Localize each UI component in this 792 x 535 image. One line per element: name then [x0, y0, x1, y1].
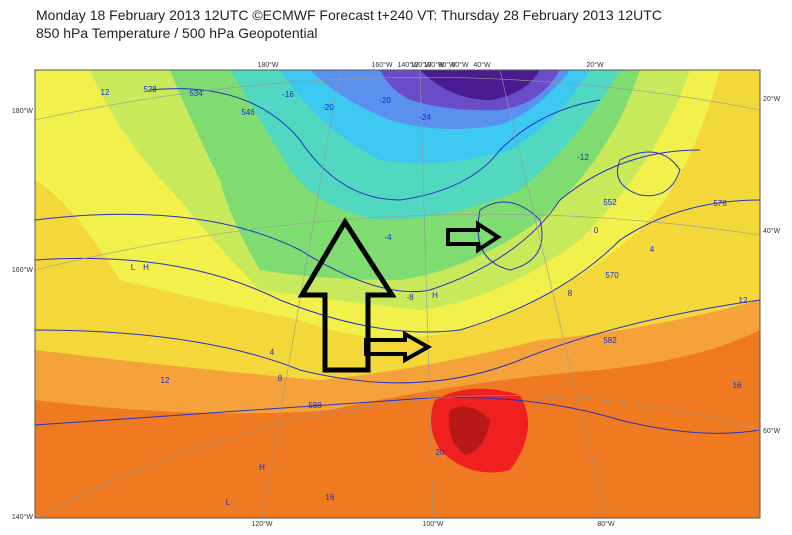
title: Monday 18 February 2013 12UTC ©ECMWF For…	[36, 7, 662, 23]
contour-label: 12	[101, 88, 110, 97]
contour-label: -8	[406, 293, 414, 302]
contour-label: 20	[436, 448, 445, 457]
left-label: 160°W	[12, 266, 33, 274]
left-label: 180°W	[12, 107, 33, 115]
top-label: 100°W	[423, 61, 444, 69]
bottom-label: 120°W	[251, 520, 272, 528]
contour-label: 4	[270, 348, 275, 357]
contour-label: -4	[384, 233, 392, 242]
top-label: 180°W	[257, 61, 278, 69]
right-label: 20°W	[763, 95, 781, 103]
contour-label: -20	[379, 96, 391, 105]
contour-label: 546	[241, 108, 255, 117]
right-label: 60°W	[763, 427, 781, 435]
contour-label: -16	[282, 90, 294, 99]
contour-label: 576	[713, 199, 727, 208]
contour-label: L	[131, 263, 136, 272]
right-label: 40°W	[763, 227, 781, 235]
bottom-label: 80°W	[597, 520, 615, 528]
top-label: 60°W	[451, 61, 469, 69]
contour-label: 534	[189, 89, 203, 98]
bottom-label: 100°W	[422, 520, 443, 528]
contour-label: 4	[650, 245, 655, 254]
contour-label: 582	[603, 336, 617, 345]
top-label: 120°W	[410, 61, 431, 69]
contour-label: -12	[577, 153, 589, 162]
contour-label: 16	[733, 381, 742, 390]
contour-label: 12	[739, 296, 748, 305]
contour-label: H	[143, 263, 149, 272]
contour-label: 12	[161, 376, 170, 385]
contour-label: 570	[605, 271, 619, 280]
contour-label: -24	[419, 113, 431, 122]
contour-label: -20	[322, 103, 334, 112]
contour-label: 552	[603, 198, 617, 207]
contour-label: L	[226, 498, 231, 507]
top-label: 80°W	[438, 61, 456, 69]
contour-label: 8	[568, 289, 573, 298]
top-label: 40°W	[473, 61, 491, 69]
map	[35, 70, 760, 518]
left-label: 140°W	[12, 513, 33, 521]
contour-label: 528	[143, 85, 157, 94]
subtitle: 850 hPa Temperature / 500 hPa Geopotenti…	[36, 25, 318, 41]
top-label: 160°W	[371, 61, 392, 69]
labels: 180°W 160°W 140°W 20°W 40°W 60°W 180°W 160°W 140…	[12, 61, 781, 528]
top-label: 140°W	[397, 61, 418, 69]
contour-label: H	[432, 291, 438, 300]
contour-label: 8	[278, 374, 283, 383]
contour-label: 16	[326, 493, 335, 502]
top-label: 20°W	[586, 61, 604, 69]
contour-label: 0	[594, 226, 599, 235]
map-frame	[34, 69, 761, 519]
contour-label: H	[259, 463, 265, 472]
contour-label: 588	[308, 401, 322, 410]
